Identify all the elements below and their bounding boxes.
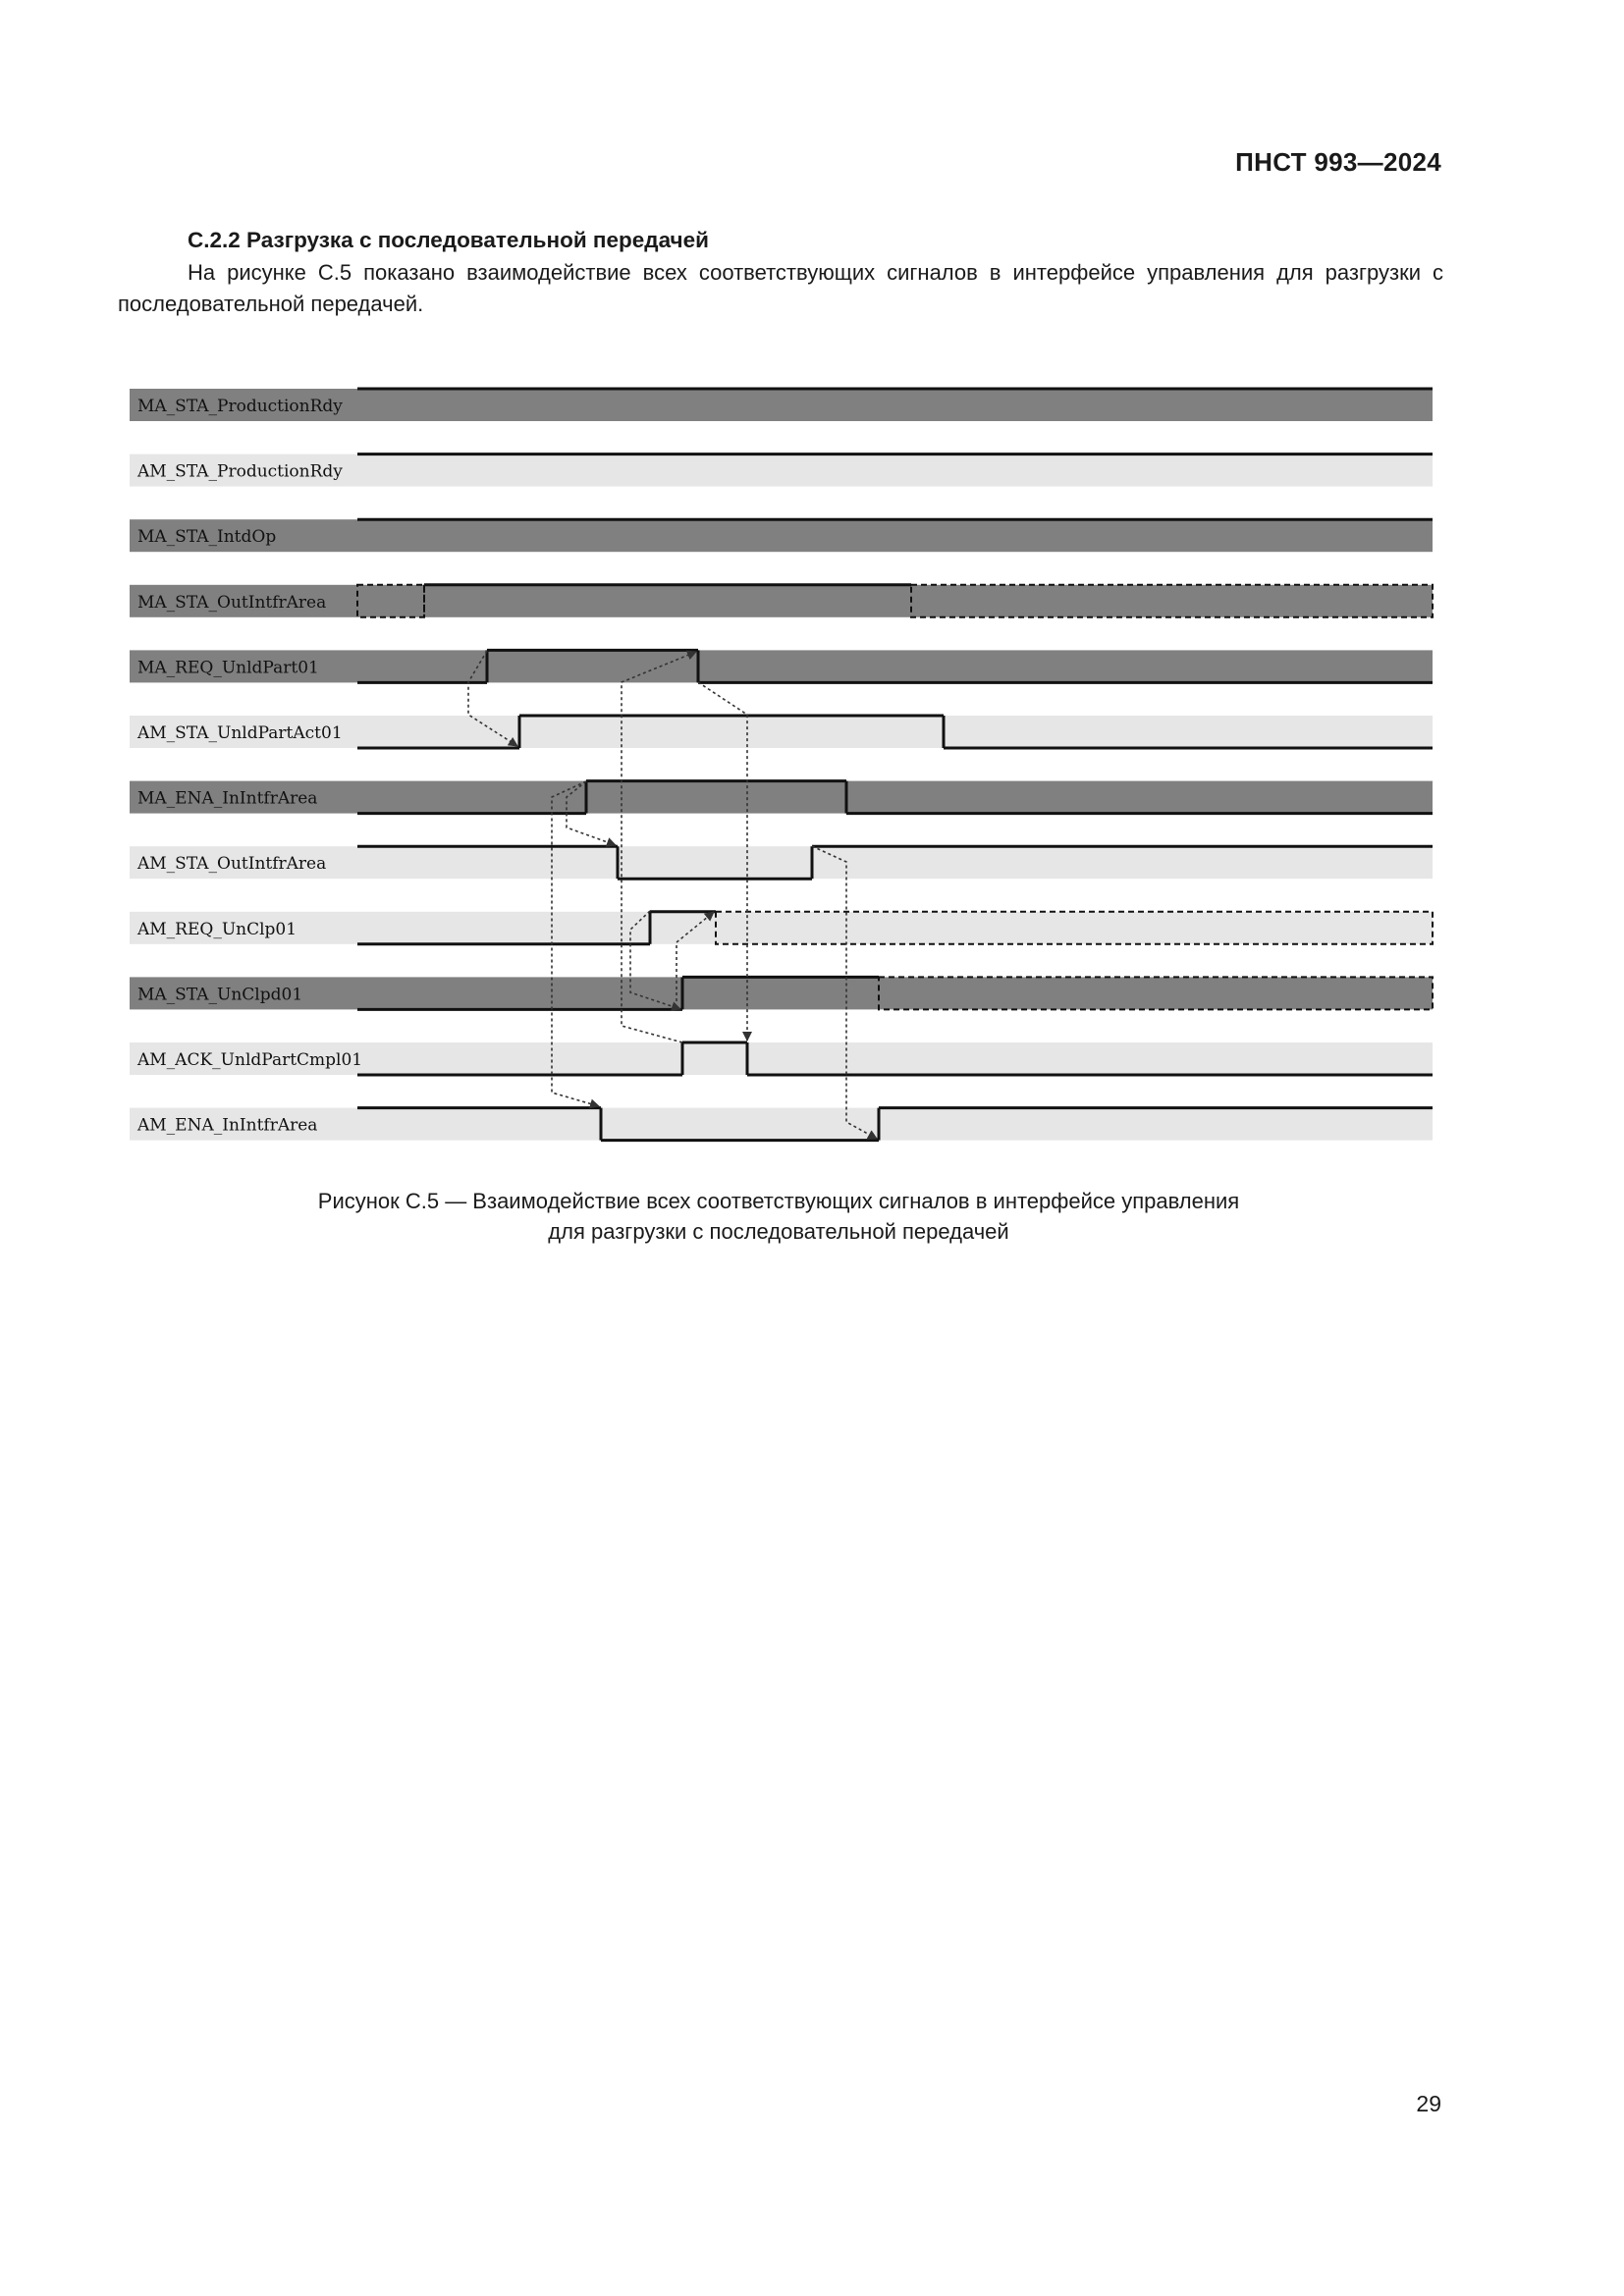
signal-band	[130, 716, 1433, 748]
caption-line-2: для разгрузки с последовательной передач…	[548, 1219, 1009, 1244]
signal-row: AM_STA_ProductionRdy	[130, 453, 1433, 487]
dependency-arrow	[697, 681, 752, 1041]
signal-label: MA_STA_IntdOp	[137, 527, 276, 547]
paragraph-text: На рисунке С.5 показано взаимодействие в…	[118, 260, 1443, 316]
dependency-arrow	[551, 780, 600, 1109]
dependency-arrow	[811, 845, 878, 1140]
signal-band	[130, 1042, 1433, 1075]
signal-label: AM_REQ_UnClp01	[136, 920, 297, 939]
signal-band	[130, 1107, 1433, 1141]
signal-label: MA_REQ_UnldPart01	[137, 658, 319, 677]
dependency-arrow	[676, 911, 715, 1001]
signal-band	[130, 846, 1433, 880]
signal-label: MA_STA_OutIntfrArea	[137, 593, 326, 613]
dependency-arrow	[566, 780, 617, 847]
signal-row: AM_ACK_UnldPartCmpl01	[130, 1041, 1433, 1077]
signal-row: MA_STA_UnClpd01	[130, 975, 1434, 1011]
signal-row: MA_STA_ProductionRdy	[130, 387, 1433, 421]
dependency-arrow	[629, 910, 681, 1011]
signal-row: AM_REQ_UnClp01	[130, 910, 1434, 946]
signal-band	[130, 519, 1433, 553]
signal-band	[130, 454, 1433, 487]
signal-label: AM_ACK_UnldPartCmpl01	[136, 1050, 362, 1070]
signal-row: MA_REQ_UnldPart01	[130, 648, 1433, 684]
page-number: 29	[1416, 2091, 1441, 2116]
undefined-segment	[715, 910, 1434, 945]
caption-line-1: Рисунок С.5 — Взаимодействие всех соотве…	[317, 1189, 1240, 1213]
signal-label: MA_STA_UnClpd01	[137, 985, 302, 1004]
signal-band	[130, 389, 1433, 421]
signal-band	[130, 650, 1433, 683]
timing-diagram: MA_STA_ProductionRdy AM_STA_ProductionRdy…	[130, 387, 1434, 1143]
figure-caption: Рисунок С.5 — Взаимодействие всех соотве…	[196, 1186, 1361, 1247]
signal-label: MA_ENA_InIntfrArea	[137, 789, 317, 809]
signal-row: AM_STA_OutIntfrArea	[130, 844, 1433, 881]
section-title: С.2.2 Разгрузка с последовательной перед…	[188, 228, 709, 252]
undefined-segment	[356, 583, 425, 618]
dependency-arrow	[621, 650, 697, 1043]
signal-band	[130, 977, 1433, 1010]
signal-band	[130, 584, 1433, 617]
signal-row: MA_ENA_InIntfrArea	[130, 779, 1433, 816]
signal-label: AM_STA_UnldPartAct01	[136, 723, 343, 743]
signal-band	[130, 780, 1433, 814]
undefined-segment	[878, 976, 1434, 1011]
dependency-arrow	[467, 650, 518, 747]
signal-label: AM_ENA_InIntfrArea	[136, 1116, 317, 1136]
signal-row: MA_STA_OutIntfrArea	[130, 583, 1434, 618]
signal-label: AM_STA_OutIntfrArea	[136, 854, 326, 874]
signal-label: AM_STA_ProductionRdy	[136, 462, 343, 482]
signal-label: MA_STA_ProductionRdy	[137, 397, 343, 416]
signal-row: AM_ENA_InIntfrArea	[130, 1106, 1433, 1143]
section-paragraph: На рисунке С.5 показано взаимодействие в…	[118, 257, 1443, 320]
signal-band	[130, 911, 1433, 944]
signal-row: AM_STA_UnldPartAct01	[130, 714, 1433, 750]
undefined-segment	[910, 583, 1434, 618]
signal-row: MA_STA_IntdOp	[130, 517, 1433, 553]
document-code: ПНСТ 993—2024	[1235, 147, 1441, 177]
